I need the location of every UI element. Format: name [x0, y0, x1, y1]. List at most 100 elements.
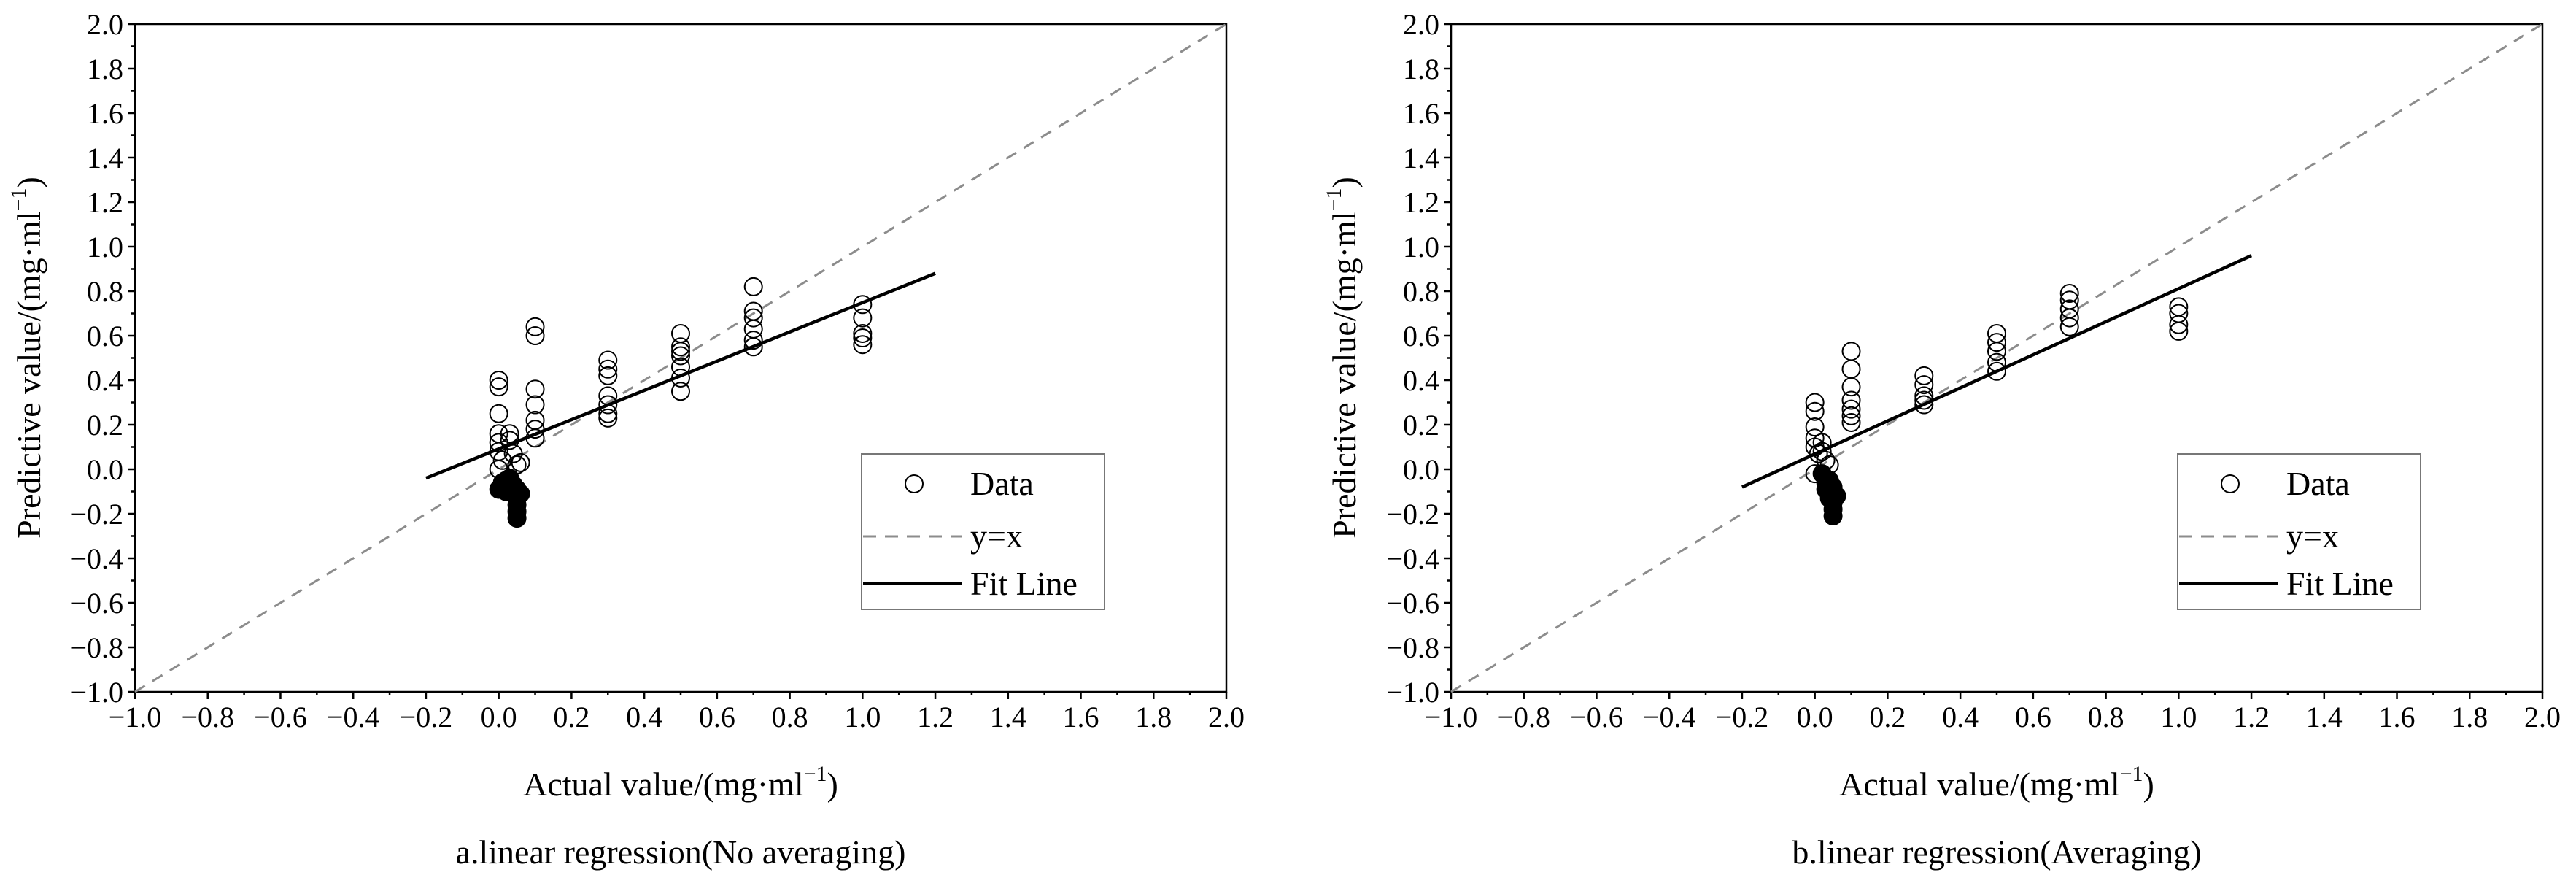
- y-tick-label: 1.2: [87, 186, 123, 219]
- y-tick-label: 2.0: [1403, 8, 1439, 41]
- x-tick-label: 0.2: [553, 701, 589, 733]
- y-tick-label: −0.6: [1386, 587, 1439, 620]
- y-tick-label: 1.2: [1403, 186, 1439, 219]
- data-point: [2059, 317, 2079, 336]
- y-tick-label: 0.2: [1403, 409, 1439, 442]
- legend-box: [2177, 453, 2421, 610]
- data-point: [2169, 315, 2189, 334]
- plot-area: [134, 23, 1227, 693]
- data-point: [489, 377, 508, 397]
- data-point: [525, 317, 545, 336]
- legend-label-fit: Fit Line: [970, 565, 1078, 602]
- data-point: [1841, 342, 1861, 361]
- data-point: [1914, 366, 1934, 385]
- data-point: [671, 346, 690, 366]
- y-tick-label: 0.6: [87, 320, 123, 352]
- data-point: [853, 328, 873, 348]
- x-tick-label: 0.6: [2015, 701, 2051, 733]
- data-point: [1841, 412, 1861, 432]
- x-axis-title: Actual value/(mg·ml−1): [523, 762, 838, 803]
- data-point: [1805, 401, 1825, 421]
- data-point: [598, 366, 618, 385]
- data-point: [1987, 333, 2006, 352]
- data-point: [525, 395, 545, 415]
- legend-label-yx: y=x: [970, 517, 1023, 555]
- data-point: [743, 277, 763, 296]
- y-tick-labels: −1.0 −0.8 −0.6 −0.4 −0.2 0.0 0.2 0.4 0.6 0.8 1.0 1.…: [70, 8, 123, 709]
- x-tick-label: −0.2: [400, 701, 453, 733]
- legend-data-marker: [905, 474, 924, 493]
- x-tick-label: −1.0: [1425, 701, 1478, 733]
- x-tick-label: 0.8: [2088, 701, 2124, 733]
- x-tick-label: 1.8: [1135, 701, 1172, 733]
- y-tick-label: 0.2: [87, 409, 123, 442]
- data-point: [598, 359, 618, 379]
- y-tick-label: −0.8: [70, 631, 123, 664]
- data-point-filled: [511, 484, 530, 504]
- data-point: [671, 382, 690, 401]
- y-tick-label: 1.6: [87, 97, 123, 130]
- y-tick-label: 1.4: [1403, 142, 1439, 174]
- x-tick-label: 1.0: [2160, 701, 2197, 733]
- chart-caption: a.linear regression(No averaging): [456, 833, 906, 871]
- x-tick-label: 1.2: [917, 701, 954, 733]
- y-tick-label: 1.8: [1403, 53, 1439, 85]
- data-point: [853, 323, 873, 343]
- y-tick-label: 2.0: [87, 8, 123, 41]
- x-axis-title: Actual value/(mg·ml−1): [1839, 762, 2154, 803]
- x-tick-labels: −1.0 −0.8 −0.6 −0.4 −0.2 0.0 0.2 0.4 0.6 0.8 1.0 1.…: [109, 701, 1245, 733]
- data-point: [1987, 352, 2006, 372]
- data-point: [1805, 393, 1825, 412]
- data-point: [598, 395, 618, 415]
- x-tick-label: −0.6: [1570, 701, 1623, 733]
- x-tick-label: −0.4: [1643, 701, 1696, 733]
- data-point: [671, 342, 690, 361]
- data-point: [511, 452, 530, 472]
- x-tick-label: 0.2: [1869, 701, 1906, 733]
- y-tick-label: 1.6: [1403, 97, 1439, 130]
- data-point: [743, 308, 763, 328]
- y-tick-label: −0.6: [70, 587, 123, 620]
- data-point: [1805, 417, 1825, 437]
- y-axis-title: Predictive value/(mg·ml−1): [1322, 177, 1363, 539]
- legend: Data y=x Fit Line: [2177, 453, 2421, 610]
- data-point: [598, 408, 618, 428]
- data-point: [1914, 395, 1934, 415]
- legend-label-fit: Fit Line: [2286, 565, 2394, 602]
- data-point: [1914, 386, 1934, 406]
- data-point-filled: [1827, 486, 1846, 506]
- tick-marks: [128, 23, 1228, 699]
- y-tick-label: 0.8: [87, 275, 123, 308]
- x-tick-label: −0.2: [1716, 701, 1769, 733]
- x-tick-label: −0.6: [254, 701, 307, 733]
- y-tick-label: 0.6: [1403, 320, 1439, 352]
- y-tick-label: 1.0: [87, 231, 123, 263]
- x-tick-labels: −1.0 −0.8 −0.6 −0.4 −0.2 0.0 0.2 0.4 0.6 0.8 1.0 1.…: [1425, 701, 2561, 733]
- x-tick-label: 1.8: [2451, 701, 2488, 733]
- data-point: [671, 368, 690, 388]
- data-point: [1987, 342, 2006, 361]
- legend-label-data: Data: [970, 465, 1034, 502]
- x-tick-label: −0.8: [1497, 701, 1550, 733]
- x-tick-label: −0.4: [327, 701, 380, 733]
- tick-marks: [1444, 23, 2544, 699]
- data-point: [500, 431, 519, 450]
- data-point: [598, 350, 618, 370]
- x-tick-label: 0.6: [699, 701, 735, 733]
- x-tick-label: 1.0: [844, 701, 881, 733]
- data-point-filled: [507, 509, 527, 528]
- x-tick-label: 0.4: [626, 701, 662, 733]
- data-point: [489, 371, 508, 390]
- y-tick-label: 1.0: [1403, 231, 1439, 263]
- data-point: [1841, 399, 1861, 419]
- y-tick-label: −0.2: [1386, 498, 1439, 531]
- data-point: [525, 420, 545, 439]
- legend-label-data: Data: [2286, 465, 2350, 502]
- y-tick-label: −0.4: [1386, 542, 1439, 575]
- identity-line-yx: [1450, 23, 2543, 693]
- y-tick-label: −0.8: [1386, 631, 1439, 664]
- data-point: [1914, 375, 1934, 395]
- x-tick-label: 1.6: [1063, 701, 1099, 733]
- data-point: [1987, 361, 2006, 381]
